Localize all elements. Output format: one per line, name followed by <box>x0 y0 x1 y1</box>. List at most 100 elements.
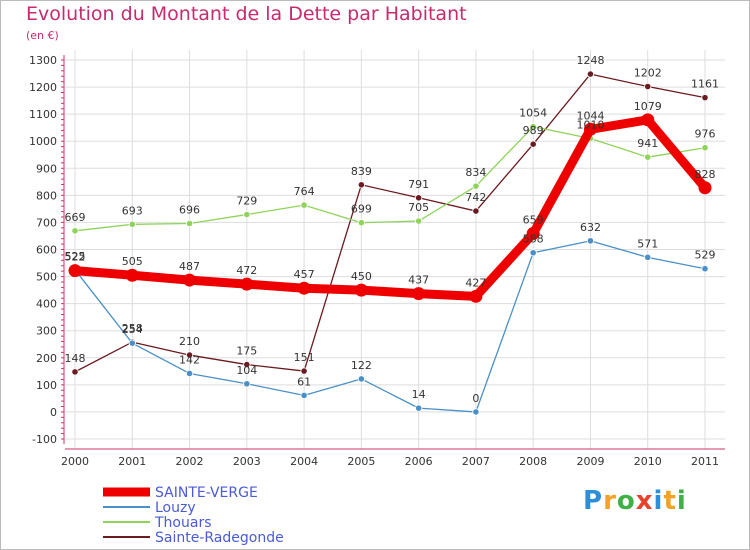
data-label: 764 <box>294 185 315 198</box>
y-tick-label: 800 <box>36 189 57 202</box>
data-label: 104 <box>236 364 257 377</box>
data-label: 0 <box>472 392 479 405</box>
data-label: 14 <box>412 388 426 401</box>
data-point <box>641 113 655 127</box>
x-tick-label: 2011 <box>691 455 719 468</box>
data-point <box>243 360 251 369</box>
data-label: 457 <box>294 268 315 281</box>
data-label: 632 <box>580 221 601 234</box>
data-label: 1010 <box>576 119 604 132</box>
data-label: 571 <box>637 237 658 250</box>
x-tick-label: 2009 <box>576 455 604 468</box>
x-tick-label: 2007 <box>462 455 490 468</box>
data-point <box>472 207 480 215</box>
data-label: 427 <box>465 276 486 289</box>
x-tick-label: 2004 <box>290 455 318 468</box>
data-label: 529 <box>695 249 716 262</box>
logo-letter: t <box>663 486 677 516</box>
data-point <box>354 283 368 297</box>
data-label: 1044 <box>576 109 604 122</box>
data-label: 450 <box>351 270 372 283</box>
logo-letter: P <box>583 486 604 516</box>
y-tick-label: 1000 <box>29 135 57 148</box>
data-label: 522 <box>65 251 86 264</box>
data-point <box>297 281 311 295</box>
y-tick-label: 1100 <box>29 108 57 121</box>
data-point <box>357 219 365 227</box>
data-point <box>71 227 79 235</box>
legend-label: Thouars <box>154 515 212 531</box>
data-point <box>586 237 595 245</box>
x-tick-label: 2000 <box>61 455 89 468</box>
data-point <box>415 404 423 412</box>
data-point <box>357 375 365 383</box>
y-tick-label: 0 <box>50 406 57 419</box>
data-label: 696 <box>179 204 200 217</box>
y-tick-label: -100 <box>32 433 57 446</box>
grid <box>65 50 725 449</box>
data-point <box>529 140 537 148</box>
data-label: 989 <box>523 124 544 137</box>
data-label: 693 <box>122 204 143 217</box>
data-label: 148 <box>65 352 86 365</box>
data-label: 472 <box>236 264 257 277</box>
data-point <box>68 264 82 278</box>
data-point <box>357 181 365 189</box>
data-point <box>583 122 597 136</box>
y-tick-label: 500 <box>36 271 57 284</box>
legend-label: Louzy <box>155 500 196 516</box>
data-point <box>472 182 480 190</box>
logo-letter: r <box>603 486 617 516</box>
data-label: 659 <box>523 214 544 227</box>
data-label: 1161 <box>691 78 719 91</box>
data-label: 525 <box>65 250 86 263</box>
data-point <box>644 82 652 91</box>
data-point <box>526 227 540 241</box>
y-tick-label: 400 <box>36 298 57 311</box>
data-label: 588 <box>523 233 544 246</box>
y-tick-label: 700 <box>36 216 57 229</box>
series-line-2 <box>74 125 706 232</box>
x-tick-label: 2001 <box>118 455 146 468</box>
data-label: 258 <box>122 322 143 335</box>
data-label: 834 <box>465 166 486 179</box>
data-label: 175 <box>236 345 257 358</box>
data-point <box>300 391 308 400</box>
logo-letter: x <box>635 486 654 516</box>
data-label: 669 <box>65 211 86 224</box>
series-layer <box>68 70 712 416</box>
y-tick-label: 900 <box>36 162 57 175</box>
series-line-0 <box>70 115 710 301</box>
data-label: 254 <box>122 323 143 336</box>
data-point <box>472 408 480 416</box>
data-label: 437 <box>408 274 429 287</box>
data-label: 705 <box>408 201 429 214</box>
data-point <box>183 273 197 287</box>
data-point <box>469 289 483 303</box>
data-label: 122 <box>351 359 372 372</box>
data-point <box>415 194 423 202</box>
axes: -100 0 100 200 300 400 500 600 700 800 900 1000 1100… <box>29 54 725 468</box>
legend-label: SAINTE-VERGE <box>155 485 258 501</box>
data-point <box>701 265 709 273</box>
data-point <box>586 70 595 78</box>
data-label: 142 <box>179 353 200 366</box>
y-tick-label: 200 <box>36 352 57 365</box>
data-point <box>243 210 251 219</box>
logo-letter: i <box>676 486 687 516</box>
data-labels: 148 258 210 175 151 839 791 742 989 1248 1202 1161 6… <box>65 54 720 405</box>
data-label: 1054 <box>519 107 547 120</box>
data-label: 487 <box>179 260 200 273</box>
data-label: 699 <box>351 203 372 216</box>
data-point <box>240 277 254 291</box>
x-tick-label: 2010 <box>634 455 662 468</box>
data-label: 1248 <box>576 54 604 67</box>
data-point <box>415 217 423 225</box>
data-point <box>529 122 537 131</box>
data-point <box>300 201 308 209</box>
data-point <box>300 367 308 375</box>
x-tick-label: 2005 <box>347 455 375 468</box>
data-point <box>128 339 136 347</box>
y-tick-label: 300 <box>36 325 57 338</box>
